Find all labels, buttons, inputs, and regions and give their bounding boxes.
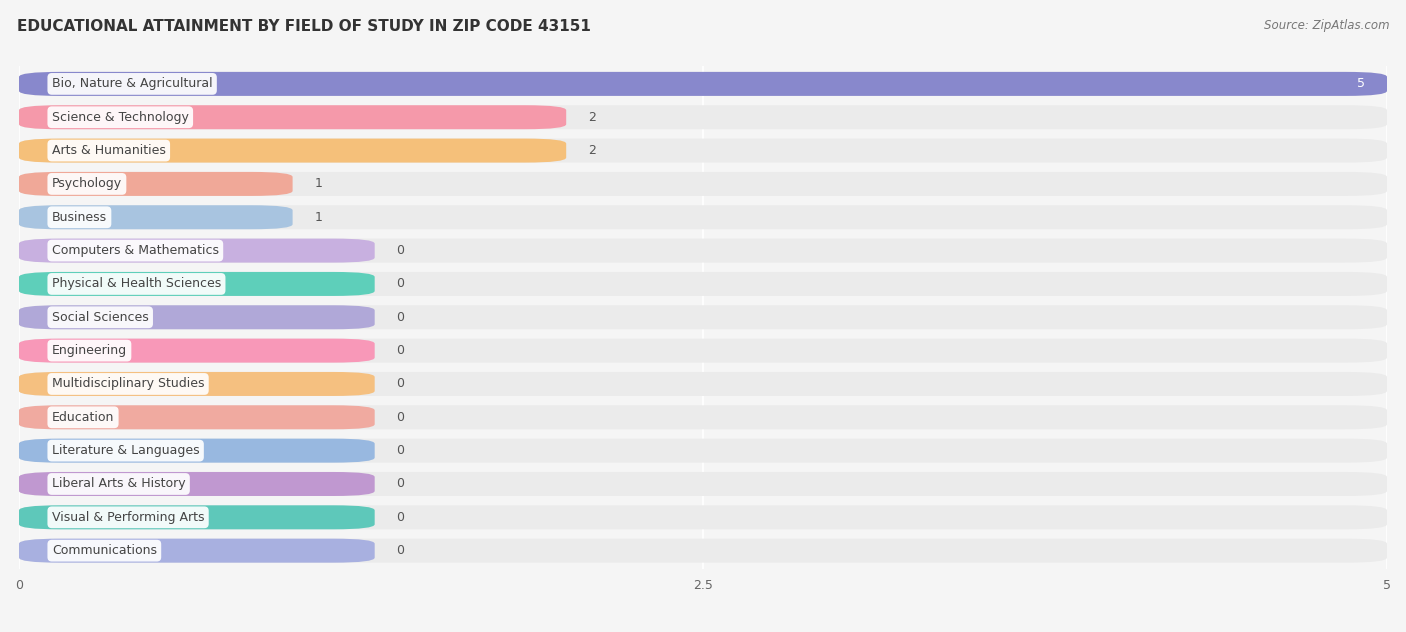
FancyBboxPatch shape xyxy=(20,538,374,562)
Text: 0: 0 xyxy=(396,444,405,457)
FancyBboxPatch shape xyxy=(20,372,374,396)
FancyBboxPatch shape xyxy=(20,538,1386,562)
FancyBboxPatch shape xyxy=(20,239,1386,263)
Text: Literature & Languages: Literature & Languages xyxy=(52,444,200,457)
FancyBboxPatch shape xyxy=(20,138,1386,162)
Text: Social Sciences: Social Sciences xyxy=(52,311,149,324)
Text: Physical & Health Sciences: Physical & Health Sciences xyxy=(52,277,221,291)
Text: Multidisciplinary Studies: Multidisciplinary Studies xyxy=(52,377,204,391)
FancyBboxPatch shape xyxy=(20,138,567,162)
Text: 0: 0 xyxy=(396,478,405,490)
Text: Source: ZipAtlas.com: Source: ZipAtlas.com xyxy=(1264,19,1389,32)
FancyBboxPatch shape xyxy=(20,72,1386,96)
FancyBboxPatch shape xyxy=(20,106,567,129)
Text: Communications: Communications xyxy=(52,544,157,557)
Text: 5: 5 xyxy=(1357,77,1365,90)
Text: 0: 0 xyxy=(396,511,405,524)
Text: Bio, Nature & Agricultural: Bio, Nature & Agricultural xyxy=(52,77,212,90)
FancyBboxPatch shape xyxy=(20,472,1386,496)
Text: Education: Education xyxy=(52,411,114,424)
FancyBboxPatch shape xyxy=(20,205,1386,229)
FancyBboxPatch shape xyxy=(20,339,374,363)
FancyBboxPatch shape xyxy=(20,172,292,196)
Text: EDUCATIONAL ATTAINMENT BY FIELD OF STUDY IN ZIP CODE 43151: EDUCATIONAL ATTAINMENT BY FIELD OF STUDY… xyxy=(17,19,591,34)
FancyBboxPatch shape xyxy=(20,72,1386,96)
Text: Business: Business xyxy=(52,210,107,224)
FancyBboxPatch shape xyxy=(20,439,1386,463)
Text: Psychology: Psychology xyxy=(52,178,122,190)
Text: 0: 0 xyxy=(396,311,405,324)
FancyBboxPatch shape xyxy=(20,305,374,329)
Text: 0: 0 xyxy=(396,377,405,391)
FancyBboxPatch shape xyxy=(20,172,1386,196)
Text: Arts & Humanities: Arts & Humanities xyxy=(52,144,166,157)
FancyBboxPatch shape xyxy=(20,472,374,496)
FancyBboxPatch shape xyxy=(20,106,1386,129)
Text: 0: 0 xyxy=(396,411,405,424)
FancyBboxPatch shape xyxy=(20,339,1386,363)
FancyBboxPatch shape xyxy=(20,205,292,229)
Text: Liberal Arts & History: Liberal Arts & History xyxy=(52,478,186,490)
FancyBboxPatch shape xyxy=(20,372,1386,396)
Text: 0: 0 xyxy=(396,277,405,291)
FancyBboxPatch shape xyxy=(20,239,374,263)
FancyBboxPatch shape xyxy=(20,272,1386,296)
Text: Visual & Performing Arts: Visual & Performing Arts xyxy=(52,511,204,524)
FancyBboxPatch shape xyxy=(20,405,1386,429)
Text: 1: 1 xyxy=(315,178,322,190)
FancyBboxPatch shape xyxy=(20,305,1386,329)
FancyBboxPatch shape xyxy=(20,506,1386,530)
Text: 0: 0 xyxy=(396,544,405,557)
Text: Engineering: Engineering xyxy=(52,344,127,357)
FancyBboxPatch shape xyxy=(20,405,374,429)
Text: Science & Technology: Science & Technology xyxy=(52,111,188,124)
FancyBboxPatch shape xyxy=(20,272,374,296)
Text: 1: 1 xyxy=(315,210,322,224)
Text: 0: 0 xyxy=(396,244,405,257)
Text: 2: 2 xyxy=(588,144,596,157)
Text: 2: 2 xyxy=(588,111,596,124)
FancyBboxPatch shape xyxy=(20,439,374,463)
Text: 0: 0 xyxy=(396,344,405,357)
Text: Computers & Mathematics: Computers & Mathematics xyxy=(52,244,219,257)
FancyBboxPatch shape xyxy=(20,506,374,530)
